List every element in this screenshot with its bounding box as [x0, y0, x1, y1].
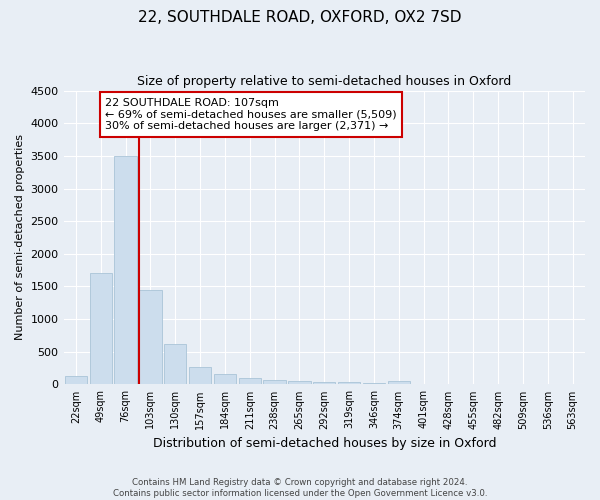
Y-axis label: Number of semi-detached properties: Number of semi-detached properties — [15, 134, 25, 340]
Bar — [164, 344, 187, 385]
Bar — [388, 381, 410, 384]
Bar — [338, 382, 360, 384]
Bar — [288, 381, 311, 384]
Text: 22, SOUTHDALE ROAD, OXFORD, OX2 7SD: 22, SOUTHDALE ROAD, OXFORD, OX2 7SD — [138, 10, 462, 25]
Bar — [263, 380, 286, 384]
Bar — [139, 290, 161, 384]
Bar — [313, 382, 335, 384]
Text: 22 SOUTHDALE ROAD: 107sqm
← 69% of semi-detached houses are smaller (5,509)
30% : 22 SOUTHDALE ROAD: 107sqm ← 69% of semi-… — [105, 98, 397, 131]
Bar — [89, 274, 112, 384]
Bar — [65, 376, 87, 384]
Title: Size of property relative to semi-detached houses in Oxford: Size of property relative to semi-detach… — [137, 75, 511, 88]
Bar — [363, 383, 385, 384]
Bar — [189, 367, 211, 384]
X-axis label: Distribution of semi-detached houses by size in Oxford: Distribution of semi-detached houses by … — [152, 437, 496, 450]
Text: Contains HM Land Registry data © Crown copyright and database right 2024.
Contai: Contains HM Land Registry data © Crown c… — [113, 478, 487, 498]
Bar — [239, 378, 261, 384]
Bar — [115, 156, 137, 384]
Bar — [214, 374, 236, 384]
